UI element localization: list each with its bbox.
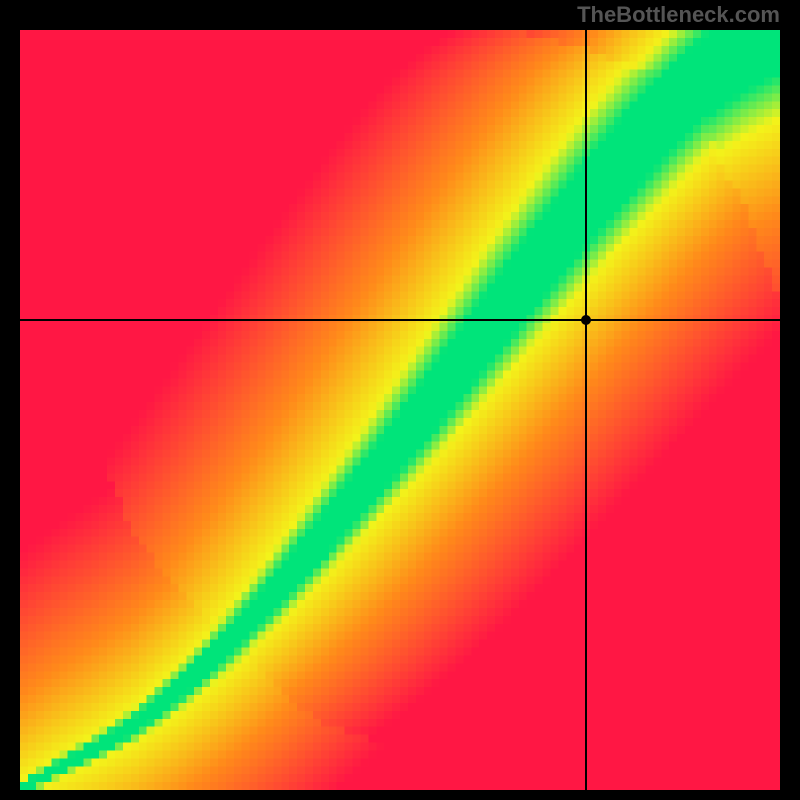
- watermark-text: TheBottleneck.com: [577, 2, 780, 28]
- crosshair-horizontal: [20, 319, 780, 321]
- bottleneck-heatmap: [20, 30, 780, 790]
- chart-container: TheBottleneck.com: [0, 0, 800, 800]
- crosshair-vertical: [585, 30, 587, 790]
